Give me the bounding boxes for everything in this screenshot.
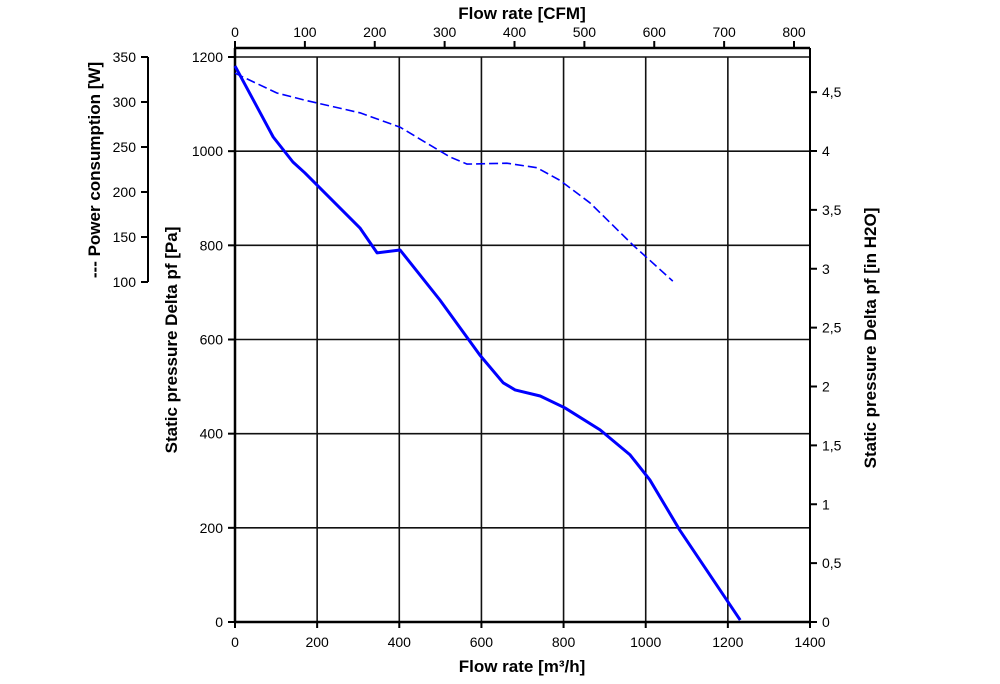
x-tick-label: 1200 xyxy=(712,634,743,650)
power-axis-title: --- Power consumption [W] xyxy=(85,62,104,278)
axes: 0 200 400 600 800 1000 1200 1400020040060080010… xyxy=(113,24,842,650)
y-tick-label: 600 xyxy=(200,332,224,348)
power-tick-label: 350 xyxy=(113,49,137,65)
x-tick-label: 0 xyxy=(231,634,239,650)
x2-axis-title: Flow rate [CFM] xyxy=(458,4,586,23)
x2-tick-label: 400 xyxy=(503,24,527,40)
x-tick-label: 200 xyxy=(305,634,329,650)
y2-tick-label: 3 xyxy=(822,261,830,277)
x-axis-title: Flow rate [m³/h] xyxy=(459,657,586,676)
series xyxy=(233,65,742,621)
y-tick-label: 0 xyxy=(215,614,223,630)
y2-tick-label: 4 xyxy=(822,143,830,159)
y-tick-label: 800 xyxy=(200,237,224,253)
y-tick-label: 400 xyxy=(200,426,224,442)
x-tick-label: 1000 xyxy=(630,634,661,650)
y2-tick-label: 2 xyxy=(822,379,830,395)
x2-tick-label: 700 xyxy=(712,24,736,40)
power-tick-label: 300 xyxy=(113,94,137,110)
x-tick-label: 600 xyxy=(470,634,494,650)
x2-tick-label: 200 xyxy=(363,24,387,40)
x-tick-label: 800 xyxy=(552,634,576,650)
y-tick-label: 1000 xyxy=(192,143,223,159)
x2-tick-label: 0 xyxy=(231,24,239,40)
y2-tick-label: 1,5 xyxy=(822,437,842,453)
x2-tick-label: 600 xyxy=(643,24,667,40)
x2-tick-label: 500 xyxy=(573,24,597,40)
y2-tick-label: 0,5 xyxy=(822,555,842,571)
power-tick-label: 150 xyxy=(113,229,137,245)
power-tick-label: 100 xyxy=(113,274,137,290)
x2-tick-label: 300 xyxy=(433,24,457,40)
power-consumption-line xyxy=(234,72,674,282)
static-pressure-line xyxy=(233,65,742,621)
power-tick-label: 200 xyxy=(113,184,137,200)
y2-tick-label: 4,5 xyxy=(822,84,842,100)
grid xyxy=(235,56,810,622)
y2-tick-label: 3,5 xyxy=(822,202,842,218)
y2-tick-label: 0 xyxy=(822,614,830,630)
y2-axis-title: Static pressure Delta pf [in H2O] xyxy=(861,208,880,469)
x2-tick-label: 800 xyxy=(782,24,806,40)
power-tick-label: 250 xyxy=(113,139,137,155)
x-tick-label: 400 xyxy=(388,634,412,650)
y-tick-label: 200 xyxy=(200,520,224,536)
y-tick-label: 1200 xyxy=(192,49,223,65)
x2-tick-label: 100 xyxy=(293,24,317,40)
y-axis-title: Static pressure Delta pf [Pa] xyxy=(162,227,181,454)
y2-tick-label: 1 xyxy=(822,496,830,512)
y2-tick-label: 2,5 xyxy=(822,320,842,336)
x-tick-label: 1400 xyxy=(794,634,825,650)
